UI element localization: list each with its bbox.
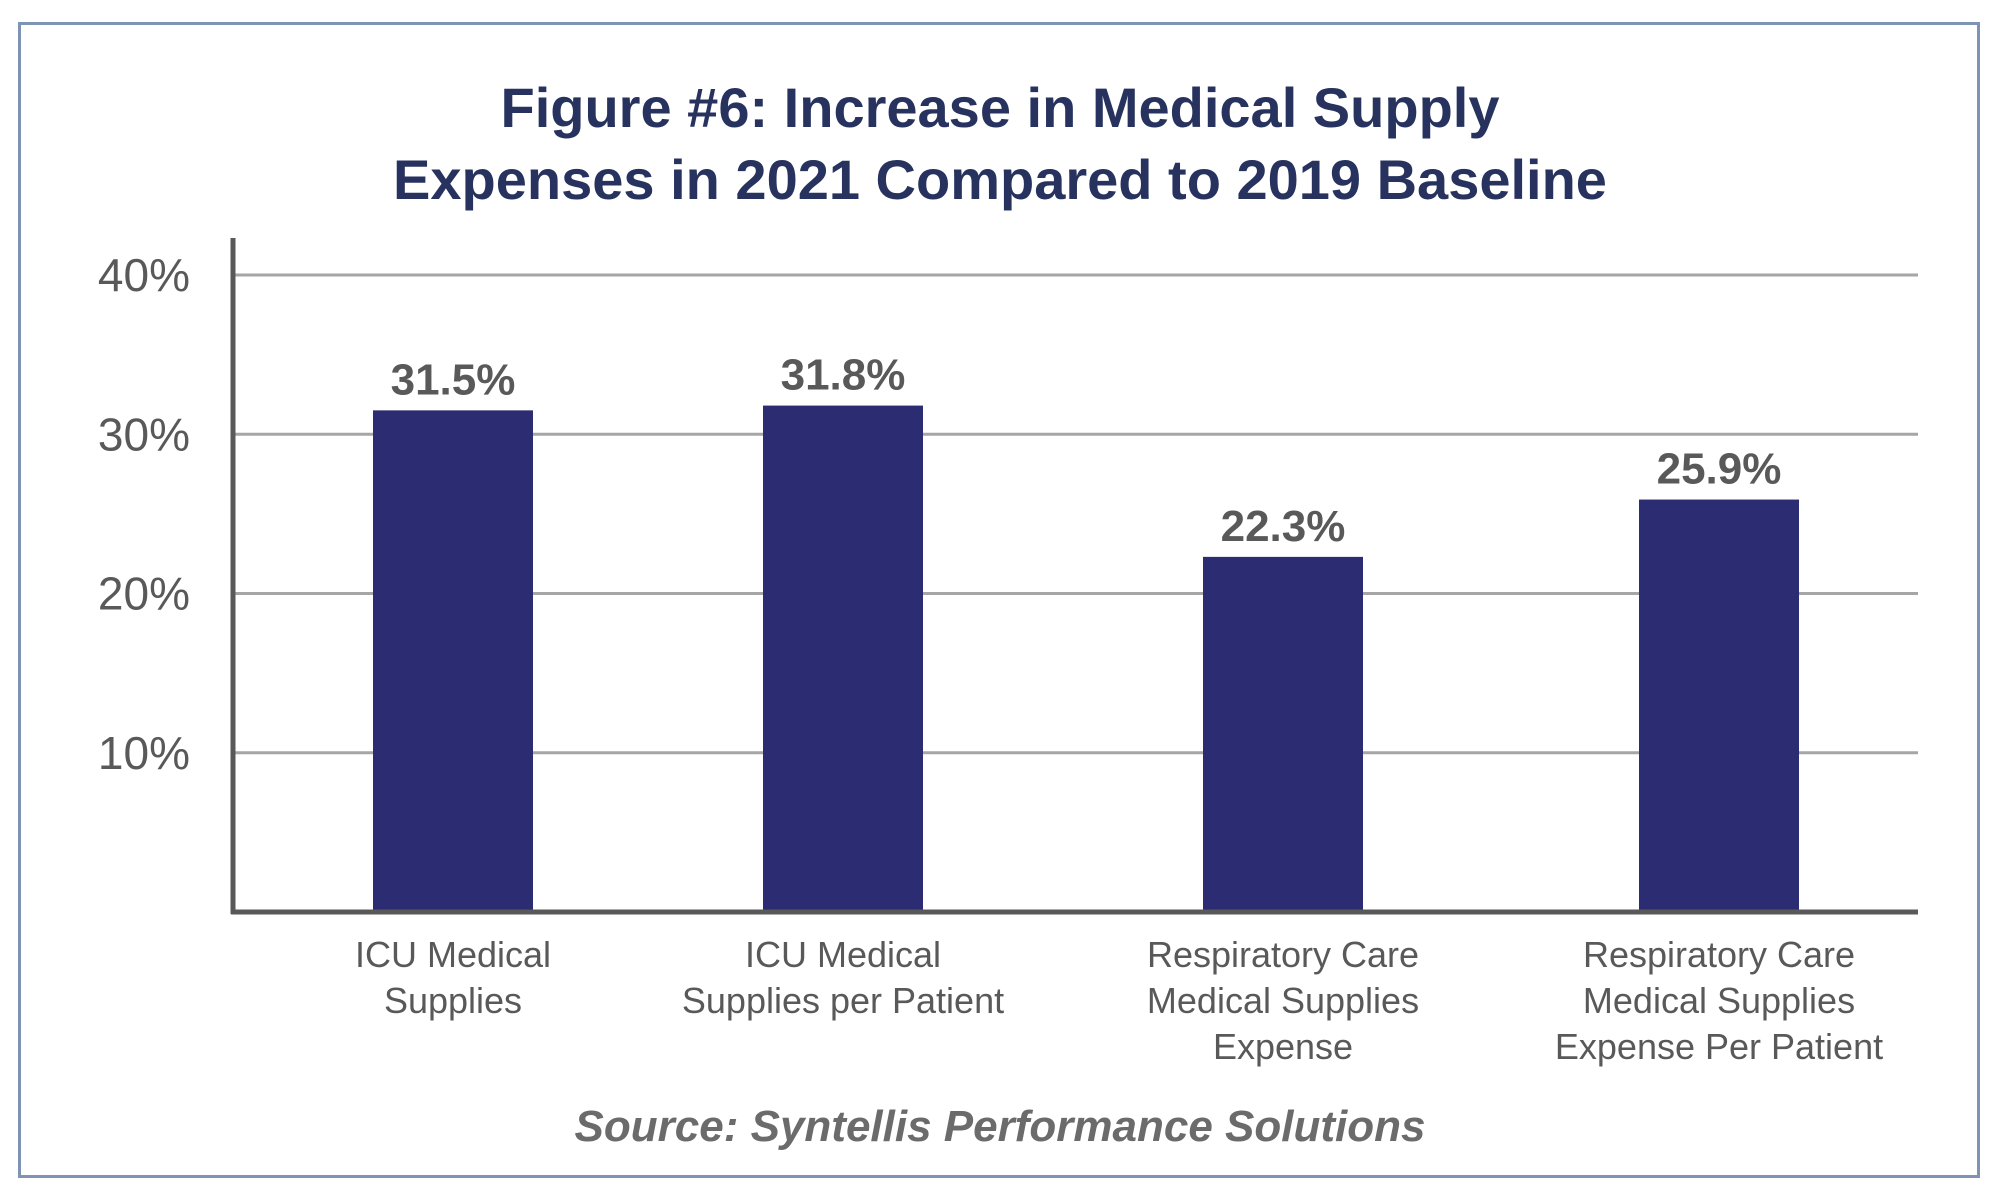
data-label: 25.9%	[1657, 445, 1782, 494]
x-tick-label: ICU Medical Supplies	[355, 934, 551, 1021]
data-label: 22.3%	[1221, 502, 1346, 551]
title-text-line1: : Increase in Medical Supply	[749, 76, 1500, 139]
y-tick-label: 10%	[98, 727, 190, 779]
y-tick-label: 40%	[98, 249, 190, 301]
x-tick-label: ICU Medical Supplies per Patient	[682, 934, 1004, 1021]
x-tick-label: Respiratory Care Medical Supplies Expense …	[1555, 934, 1883, 1067]
x-tick-label-line: Supplies	[384, 980, 522, 1021]
y-tick-label: 20%	[98, 568, 190, 620]
x-tick-label-line: Expense	[1213, 1026, 1353, 1067]
x-tick-label-line: Medical Supplies	[1583, 980, 1855, 1021]
bar	[763, 405, 923, 912]
x-tick-label-line: Respiratory Care	[1147, 934, 1419, 975]
x-tick-label: Respiratory Care Medical Supplies Expense	[1147, 934, 1419, 1067]
data-label: 31.5%	[391, 355, 516, 404]
data-label: 31.8%	[781, 351, 906, 400]
y-tick-label: 30%	[98, 408, 190, 460]
chart-title: Figure #6: Increase in Medical Supply Ex…	[0, 72, 2000, 216]
title-text-line2: Expenses in 2021 Compared to 2019 Baseli…	[393, 148, 1607, 211]
x-tick-label-line: Supplies per Patient	[682, 980, 1004, 1021]
bar	[373, 410, 533, 912]
title-figure-number: Figure #6	[500, 76, 750, 139]
x-tick-label-line: Medical Supplies	[1147, 980, 1419, 1021]
bar	[1203, 556, 1363, 912]
source-note: Source: Syntellis Performance Solutions	[574, 1102, 1426, 1151]
x-tick-label-line: ICU Medical	[355, 934, 551, 975]
bar	[1639, 499, 1799, 912]
x-tick-label-line: Expense Per Patient	[1555, 1026, 1883, 1067]
x-tick-label-line: ICU Medical	[745, 934, 941, 975]
x-tick-label-line: Respiratory Care	[1583, 934, 1855, 975]
